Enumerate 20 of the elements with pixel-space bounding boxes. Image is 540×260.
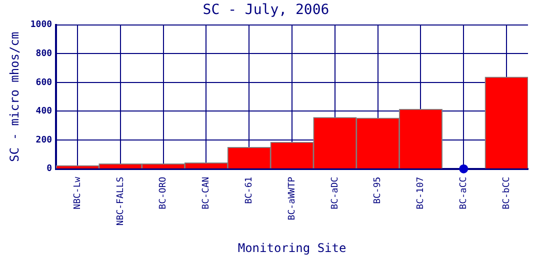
y-tick-label: 0 [46, 164, 52, 174]
x-tick-label: BC-aCC [458, 176, 469, 210]
x-tick-label: BC-107 [416, 176, 426, 210]
y-tick-label: 1000 [30, 20, 52, 30]
y-tick-label: 800 [36, 48, 52, 59]
x-axis-title: Monitoring Site [238, 240, 346, 255]
x-tick-label: NBC-Lw [72, 176, 83, 210]
y-tick-label: 200 [36, 135, 52, 146]
x-tick-label: BC-95 [373, 176, 384, 204]
y-tick-label: 600 [36, 78, 52, 88]
x-tick-label: BC-aWWTP [287, 176, 298, 220]
x-tick-label: BC-CAN [202, 176, 212, 210]
chart-title: SC - July, 2006 [202, 2, 330, 18]
x-tick-label: NBC-FALLS [116, 176, 126, 226]
x-tick-label: BC-aDC [330, 176, 340, 210]
x-tick-label: BC-ORO [158, 176, 169, 210]
x-tick-label: BC-61 [244, 176, 254, 204]
y-axis-title: SC - micro mhos/cm [7, 32, 22, 162]
y-tick-label: 400 [36, 106, 52, 117]
x-tick-label: BC-bCC [502, 176, 512, 210]
